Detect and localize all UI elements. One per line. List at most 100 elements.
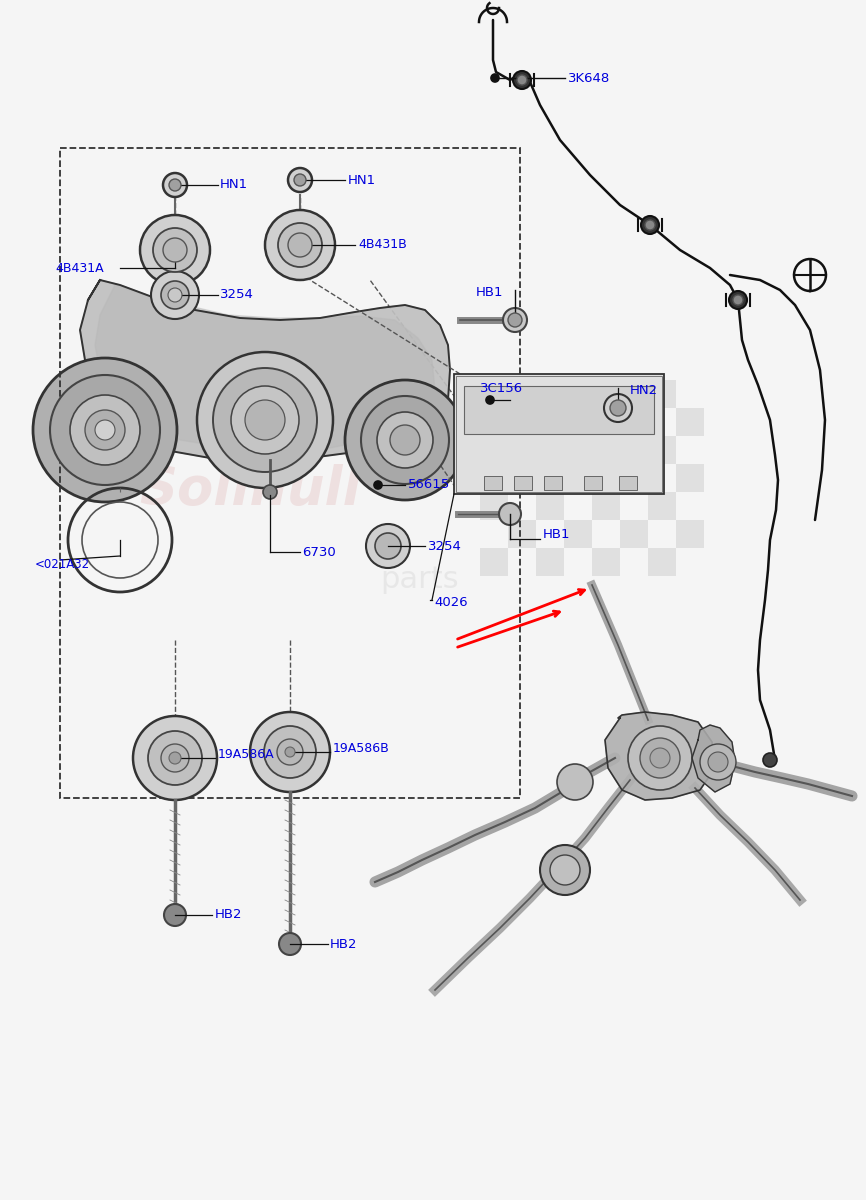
Circle shape (377, 412, 433, 468)
Text: HN2: HN2 (630, 384, 658, 396)
Bar (564, 464, 592, 492)
Bar (508, 408, 536, 436)
Circle shape (610, 400, 626, 416)
Circle shape (250, 712, 330, 792)
Circle shape (163, 238, 187, 262)
Circle shape (499, 503, 521, 526)
Text: 4B431B: 4B431B (358, 239, 407, 252)
Circle shape (763, 754, 777, 767)
Bar (584, 476, 602, 490)
Circle shape (285, 746, 295, 757)
Text: HN1: HN1 (348, 174, 376, 186)
Circle shape (70, 395, 140, 464)
Bar (620, 408, 648, 436)
Circle shape (491, 74, 499, 82)
Circle shape (508, 313, 522, 326)
Circle shape (153, 228, 197, 272)
Text: HN1: HN1 (220, 179, 249, 192)
Circle shape (361, 396, 449, 484)
Text: HB2: HB2 (215, 908, 242, 922)
Bar (592, 436, 620, 464)
Text: <021A32: <021A32 (35, 558, 90, 571)
Bar (648, 380, 676, 408)
Circle shape (277, 739, 303, 766)
Circle shape (374, 481, 382, 490)
Text: HB1: HB1 (476, 286, 503, 299)
Text: 3C156: 3C156 (480, 382, 523, 395)
Circle shape (278, 223, 322, 266)
Bar (536, 380, 564, 408)
Circle shape (169, 752, 181, 764)
Bar (648, 492, 676, 520)
Circle shape (604, 394, 632, 422)
Bar (620, 520, 648, 548)
Text: 19A586B: 19A586B (333, 742, 390, 755)
Circle shape (700, 744, 736, 780)
Circle shape (133, 716, 217, 800)
Circle shape (366, 524, 410, 568)
Circle shape (161, 744, 189, 772)
Bar (564, 408, 592, 436)
Circle shape (163, 173, 187, 197)
Text: 3K648: 3K648 (568, 72, 611, 84)
Bar (648, 548, 676, 576)
Circle shape (294, 174, 306, 186)
Bar (536, 548, 564, 576)
Bar (676, 408, 704, 436)
Circle shape (264, 726, 316, 778)
Text: 4026: 4026 (434, 595, 468, 608)
Circle shape (213, 368, 317, 472)
Circle shape (375, 533, 401, 559)
Bar (480, 548, 508, 576)
Circle shape (265, 210, 335, 280)
Circle shape (708, 752, 728, 772)
Bar (454, 374, 664, 494)
Circle shape (85, 410, 125, 450)
Bar (676, 520, 704, 548)
Circle shape (390, 425, 420, 455)
Circle shape (557, 764, 593, 800)
Bar (536, 436, 564, 464)
Circle shape (288, 168, 312, 192)
Circle shape (140, 215, 210, 284)
Text: HB1: HB1 (543, 528, 571, 540)
Text: 4B431A: 4B431A (55, 262, 104, 275)
Text: 56615: 56615 (408, 479, 450, 492)
Circle shape (148, 731, 202, 785)
Text: HB2: HB2 (330, 937, 358, 950)
Circle shape (486, 396, 494, 404)
Circle shape (628, 726, 692, 790)
Circle shape (640, 738, 680, 778)
Bar (592, 380, 620, 408)
Circle shape (733, 295, 743, 305)
Polygon shape (80, 280, 450, 460)
Bar (508, 520, 536, 548)
Bar (484, 476, 502, 490)
Circle shape (506, 510, 514, 518)
Circle shape (151, 271, 199, 319)
Bar (619, 476, 637, 490)
Text: parts: parts (381, 565, 459, 594)
Text: 19A586A: 19A586A (218, 749, 275, 762)
Bar (464, 386, 654, 434)
Bar (480, 492, 508, 520)
Circle shape (231, 386, 299, 454)
Circle shape (517, 74, 527, 85)
Circle shape (345, 380, 465, 500)
Circle shape (33, 358, 177, 502)
Bar (564, 520, 592, 548)
Bar (514, 476, 532, 490)
Circle shape (164, 904, 186, 926)
Circle shape (161, 281, 189, 308)
Text: Solihull: Solihull (139, 464, 361, 516)
Circle shape (168, 288, 182, 302)
Polygon shape (605, 712, 715, 800)
Circle shape (641, 216, 659, 234)
Circle shape (540, 845, 590, 895)
Circle shape (550, 854, 580, 886)
Bar (480, 380, 508, 408)
Bar (456, 376, 662, 492)
Circle shape (95, 420, 115, 440)
Bar (480, 436, 508, 464)
Bar (508, 464, 536, 492)
